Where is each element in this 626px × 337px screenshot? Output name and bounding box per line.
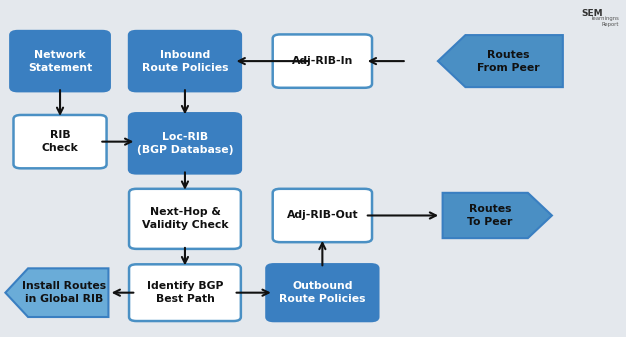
Text: Inbound
Route Policies: Inbound Route Policies xyxy=(141,50,228,72)
FancyBboxPatch shape xyxy=(273,34,372,88)
Text: Loc-RIB
(BGP Database): Loc-RIB (BGP Database) xyxy=(136,132,233,155)
FancyBboxPatch shape xyxy=(129,189,241,249)
FancyBboxPatch shape xyxy=(267,264,378,321)
Text: Network
Statement: Network Statement xyxy=(28,50,92,72)
FancyBboxPatch shape xyxy=(129,113,241,173)
FancyBboxPatch shape xyxy=(273,189,372,242)
Polygon shape xyxy=(438,35,563,87)
Text: Install Routes
in Global RIB: Install Routes in Global RIB xyxy=(22,281,106,304)
Text: learningns
Report: learningns Report xyxy=(591,16,619,27)
Polygon shape xyxy=(443,193,552,238)
FancyBboxPatch shape xyxy=(129,264,241,321)
Polygon shape xyxy=(6,268,108,317)
Text: Routes
From Peer: Routes From Peer xyxy=(477,50,540,72)
FancyBboxPatch shape xyxy=(129,31,241,91)
Text: Outbound
Route Policies: Outbound Route Policies xyxy=(279,281,366,304)
FancyBboxPatch shape xyxy=(14,115,106,168)
Text: Identify BGP
Best Path: Identify BGP Best Path xyxy=(146,281,223,304)
Text: Adj-RIB-Out: Adj-RIB-Out xyxy=(287,211,358,220)
Text: Next-Hop &
Validity Check: Next-Hop & Validity Check xyxy=(141,208,228,230)
Text: RIB
Check: RIB Check xyxy=(42,130,78,153)
Text: Routes
To Peer: Routes To Peer xyxy=(468,204,513,227)
Text: SEM: SEM xyxy=(582,9,603,18)
FancyBboxPatch shape xyxy=(11,31,110,91)
Text: Adj-RIB-In: Adj-RIB-In xyxy=(292,56,353,66)
